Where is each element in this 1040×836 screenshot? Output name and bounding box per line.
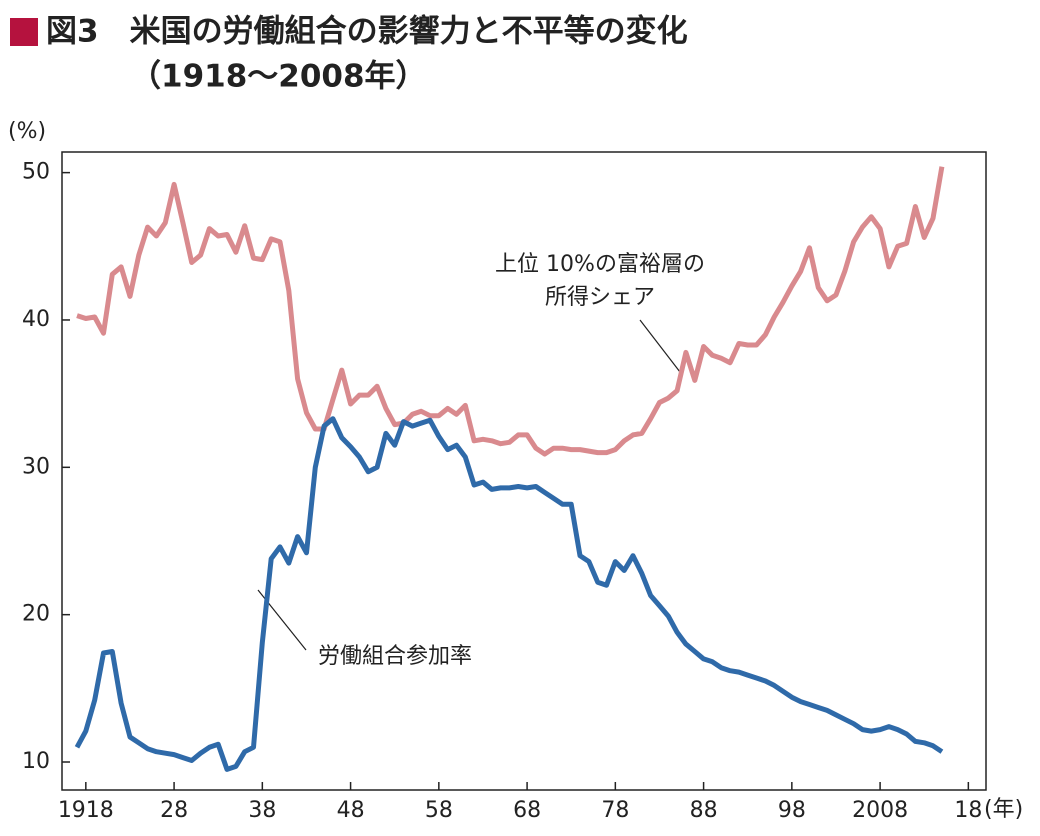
chart-subtitle: （1918〜2008年） xyxy=(130,59,427,95)
x-tick-label: 18 xyxy=(954,798,982,823)
y-tick-label: 10 xyxy=(22,749,50,774)
annotation: 所得シェア xyxy=(545,285,655,310)
x-tick-label: 78 xyxy=(601,798,629,823)
x-tick-label: 28 xyxy=(160,798,188,823)
x-tick-label: 68 xyxy=(513,798,541,823)
annotation: 上位 10%の富裕層の xyxy=(495,252,705,277)
x-axis-label: (年) xyxy=(984,797,1023,822)
y-tick-label: 40 xyxy=(22,307,50,332)
x-tick-label: 38 xyxy=(248,798,276,823)
x-tick-label: 98 xyxy=(778,798,806,823)
x-tick-label: 1918 xyxy=(58,798,114,823)
chart-title: 図3 米国の労働組合の影響力と不平等の変化 xyxy=(46,14,688,50)
y-tick-label: 50 xyxy=(22,160,50,185)
plot-frame xyxy=(61,151,987,791)
x-tick-label: 48 xyxy=(337,798,365,823)
y-axis-label: (%) xyxy=(8,119,46,144)
y-tick-label: 20 xyxy=(22,602,50,627)
x-tick-label: 58 xyxy=(425,798,453,823)
annotation: 労働組合参加率 xyxy=(318,644,472,669)
leader-line xyxy=(639,319,681,373)
title-marker xyxy=(10,18,38,46)
x-tick-label: 2008 xyxy=(852,798,908,823)
y-tick-label: 30 xyxy=(22,454,50,479)
line-series xyxy=(76,166,945,457)
x-tick-label: 88 xyxy=(690,798,718,823)
line-series xyxy=(74,416,944,772)
